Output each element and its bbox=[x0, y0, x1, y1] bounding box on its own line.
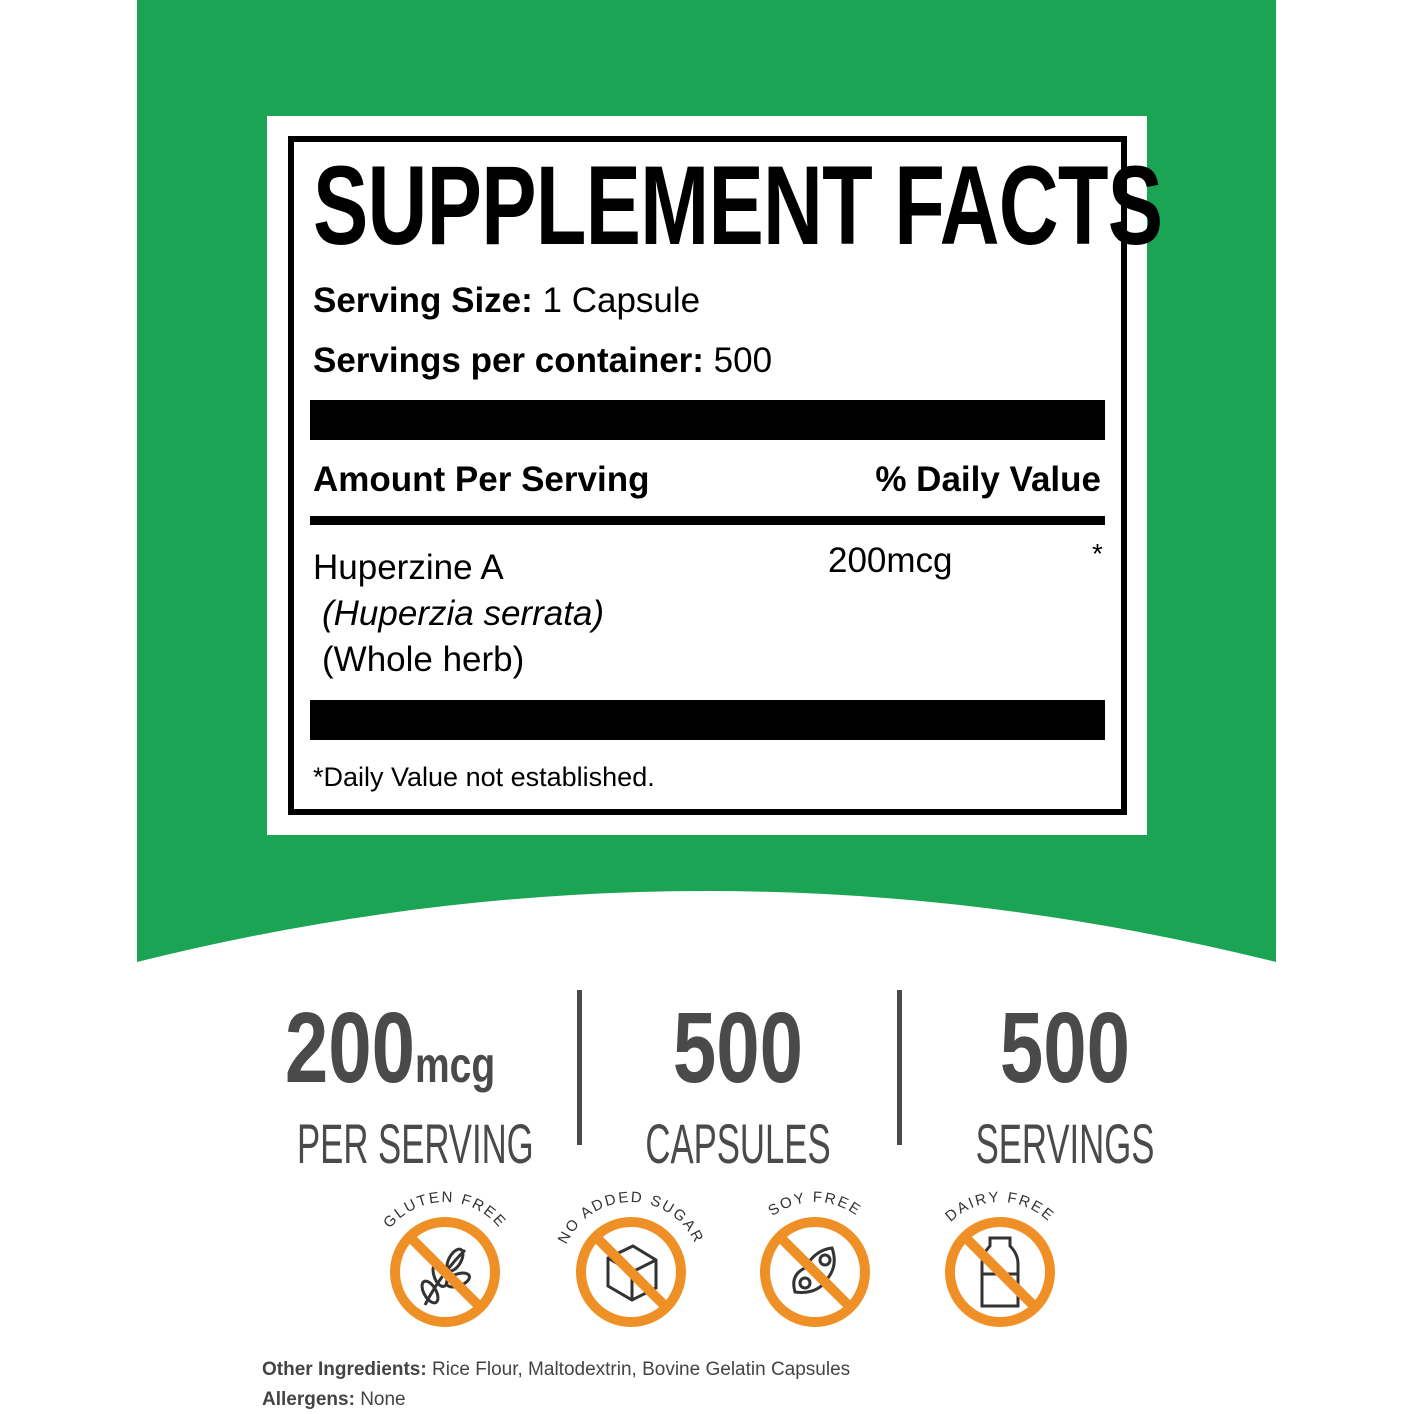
thick-divider bbox=[310, 400, 1105, 440]
ingredient-latin: (Huperzia serrata) bbox=[322, 594, 605, 633]
svg-text:SOY FREE: SOY FREE bbox=[765, 1189, 865, 1220]
thin-divider bbox=[310, 516, 1105, 525]
stat-number: 500 bbox=[672, 992, 804, 1104]
badge-label: SOY FREE bbox=[765, 1189, 863, 1220]
stat-label: PER SERVING bbox=[297, 1112, 534, 1175]
allergens-label: Allergens: bbox=[262, 1389, 355, 1410]
footnote: *Daily Value not established. bbox=[313, 762, 655, 792]
badge-no-added-sugar: NO ADDED SUGAR bbox=[555, 1189, 705, 1327]
facts-title: SUPPLEMENT FACTS bbox=[313, 143, 1163, 268]
stat-servings: 500 SERVINGS bbox=[915, 998, 1215, 1172]
stat-number: 200mcg bbox=[273, 998, 507, 1098]
dv-header: % Daily Value bbox=[875, 460, 1101, 499]
stat-unit: mcg bbox=[414, 1037, 496, 1093]
serving-size-value: 1 Capsule bbox=[532, 281, 701, 320]
stat-label: CAPSULES bbox=[645, 1112, 831, 1175]
servings-label: Servings per container: bbox=[313, 341, 704, 380]
stat-value: 200 bbox=[284, 992, 415, 1104]
ingredient-name: Huperzine A bbox=[313, 548, 504, 587]
servings-value: 500 bbox=[703, 341, 773, 380]
stat-divider bbox=[897, 990, 902, 1145]
other-ingredients-label: Other Ingredients: bbox=[262, 1359, 427, 1380]
amount-header: Amount Per Serving bbox=[313, 460, 650, 499]
stat-number: 500 bbox=[999, 992, 1131, 1104]
thick-divider-bottom bbox=[310, 700, 1105, 740]
allergens: Allergens: None bbox=[262, 1389, 406, 1411]
ingredient-dv: * bbox=[1092, 538, 1103, 569]
servings-per-container: Servings per container: 500 bbox=[313, 341, 772, 381]
other-ingredients-value: Rice Flour, Maltodextrin, Bovine Gelatin… bbox=[426, 1359, 851, 1380]
ingredient-part: (Whole herb) bbox=[322, 640, 525, 679]
other-ingredients: Other Ingredients: Rice Flour, Maltodext… bbox=[262, 1359, 850, 1381]
badges: GLUTEN FREE NO ADDED SUGAR SOY FREE DAIR… bbox=[380, 1189, 1056, 1327]
badge-dairy-free: DAIRY FREE bbox=[942, 1189, 1056, 1327]
badge-gluten-free: GLUTEN FREE bbox=[380, 1189, 508, 1327]
badge-soy-free: SOY FREE bbox=[760, 1189, 870, 1327]
ingredient-amount: 200mcg bbox=[828, 541, 953, 580]
serving-size: Serving Size: 1 Capsule bbox=[313, 281, 700, 321]
stat-capsules: 500 CAPSULES bbox=[588, 998, 888, 1172]
soybean-icon bbox=[792, 1246, 836, 1294]
allergens-value: None bbox=[354, 1389, 406, 1410]
stat-label: SERVINGS bbox=[975, 1112, 1155, 1175]
stat-dose: 200mcg PER SERVING bbox=[240, 998, 540, 1172]
stat-divider bbox=[577, 990, 582, 1145]
serving-size-label: Serving Size: bbox=[313, 281, 533, 320]
facts-border bbox=[288, 136, 1127, 815]
